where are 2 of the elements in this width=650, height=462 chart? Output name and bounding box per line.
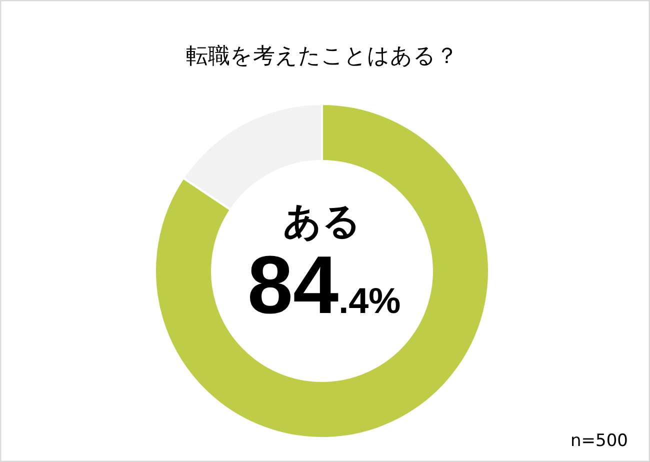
title: 転職を考えたことはある？ [186, 43, 458, 68]
annotation: n=500 [570, 431, 628, 451]
